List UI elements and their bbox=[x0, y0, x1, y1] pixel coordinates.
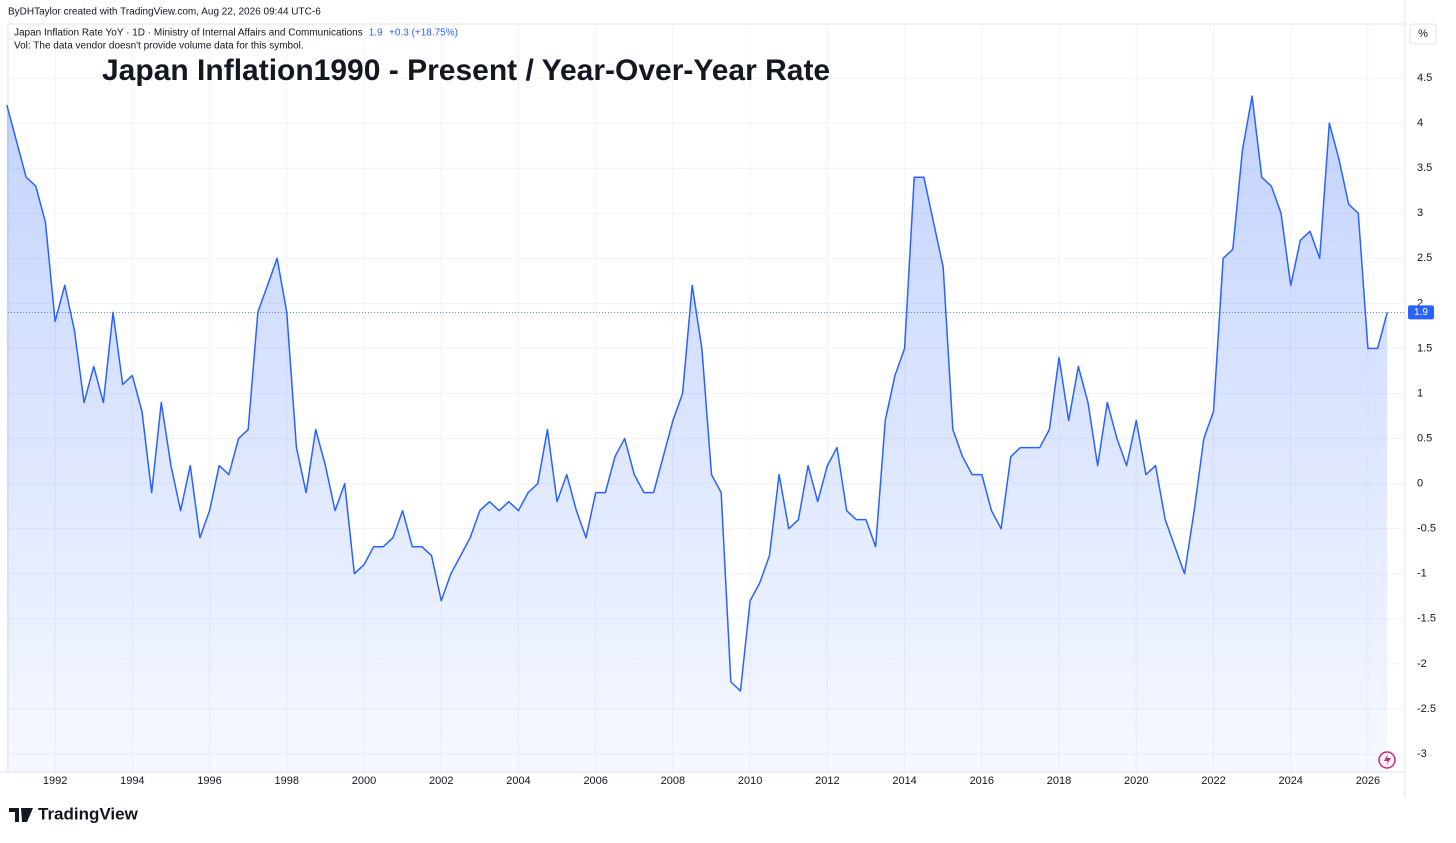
series bbox=[6, 95, 1405, 773]
x-tick-label: 1994 bbox=[120, 775, 144, 787]
y-tick-label: -2.5 bbox=[1417, 703, 1436, 715]
x-tick-label: 1996 bbox=[197, 775, 221, 787]
brand-logo: TradingView bbox=[9, 804, 139, 823]
flash-icon bbox=[1378, 751, 1396, 769]
y-tick-label: 2.5 bbox=[1417, 252, 1432, 264]
symbol-title: Japan Inflation Rate YoY · 1D · Ministry… bbox=[14, 28, 363, 39]
legend-value: 1.9 bbox=[369, 28, 383, 39]
y-tick-label: -2 bbox=[1417, 658, 1427, 670]
x-tick-label: 2026 bbox=[1356, 775, 1380, 787]
y-tick-label: 1.5 bbox=[1417, 342, 1432, 354]
x-tick-label: 2000 bbox=[352, 775, 376, 787]
x-tick-label: 2018 bbox=[1047, 775, 1071, 787]
x-tick-label: 2006 bbox=[583, 775, 607, 787]
x-tick-label: 2002 bbox=[429, 775, 453, 787]
chart-title: Japan Inflation1990 - Present / Year-Ove… bbox=[102, 54, 830, 87]
y-tick-label: 0 bbox=[1417, 478, 1423, 490]
y-tick-label: -3 bbox=[1417, 748, 1427, 760]
x-tick-label: 2014 bbox=[892, 775, 916, 787]
x-tick-label: 2010 bbox=[738, 775, 762, 787]
x-tick-label: 2024 bbox=[1278, 775, 1302, 787]
series-line bbox=[6, 95, 1388, 692]
x-tick-label: 2022 bbox=[1201, 775, 1225, 787]
x-tick-label: 2012 bbox=[815, 775, 839, 787]
y-tick-label: -1.5 bbox=[1417, 613, 1436, 625]
y-tick-label: 0.5 bbox=[1417, 432, 1432, 444]
y-tick-label: 2 bbox=[1417, 297, 1423, 309]
last-price-label: 1.9 bbox=[1414, 307, 1428, 318]
volume-note: Vol: The data vendor doesn't provide vol… bbox=[14, 41, 304, 52]
last-price-box bbox=[1408, 305, 1434, 320]
brand-name: TradingView bbox=[38, 804, 139, 823]
unit-button[interactable] bbox=[1409, 23, 1437, 45]
x-tick-label: 2020 bbox=[1124, 775, 1148, 787]
y-tick-label: 3.5 bbox=[1417, 162, 1432, 174]
y-tick-label: 4 bbox=[1417, 117, 1423, 129]
y-tick-label: -0.5 bbox=[1417, 523, 1436, 535]
axes: -3 -2.5 -2 -1.5 -1 -0.5 0 0.5 1 1.5 2 2.5 3 3.5 4 4.5 19… bbox=[43, 72, 1436, 787]
legend-change: +0.3 (+18.75%) bbox=[389, 28, 458, 39]
y-tick-label: 4.5 bbox=[1417, 72, 1432, 84]
x-tick-label: 1998 bbox=[275, 775, 299, 787]
x-tick-label: 2008 bbox=[661, 775, 685, 787]
y-tick-label: -1 bbox=[1417, 568, 1427, 580]
x-tick-label: 2016 bbox=[970, 775, 994, 787]
x-tick-label: 2004 bbox=[506, 775, 530, 787]
y-tick-label: 3 bbox=[1417, 207, 1423, 219]
unit-label[interactable]: % bbox=[1418, 28, 1428, 40]
area-fill bbox=[6, 96, 1388, 773]
x-tick-label: 1992 bbox=[43, 775, 67, 787]
attribution: ByDHTaylor created with TradingView.com,… bbox=[8, 7, 321, 18]
y-tick-label: 1 bbox=[1417, 387, 1423, 399]
